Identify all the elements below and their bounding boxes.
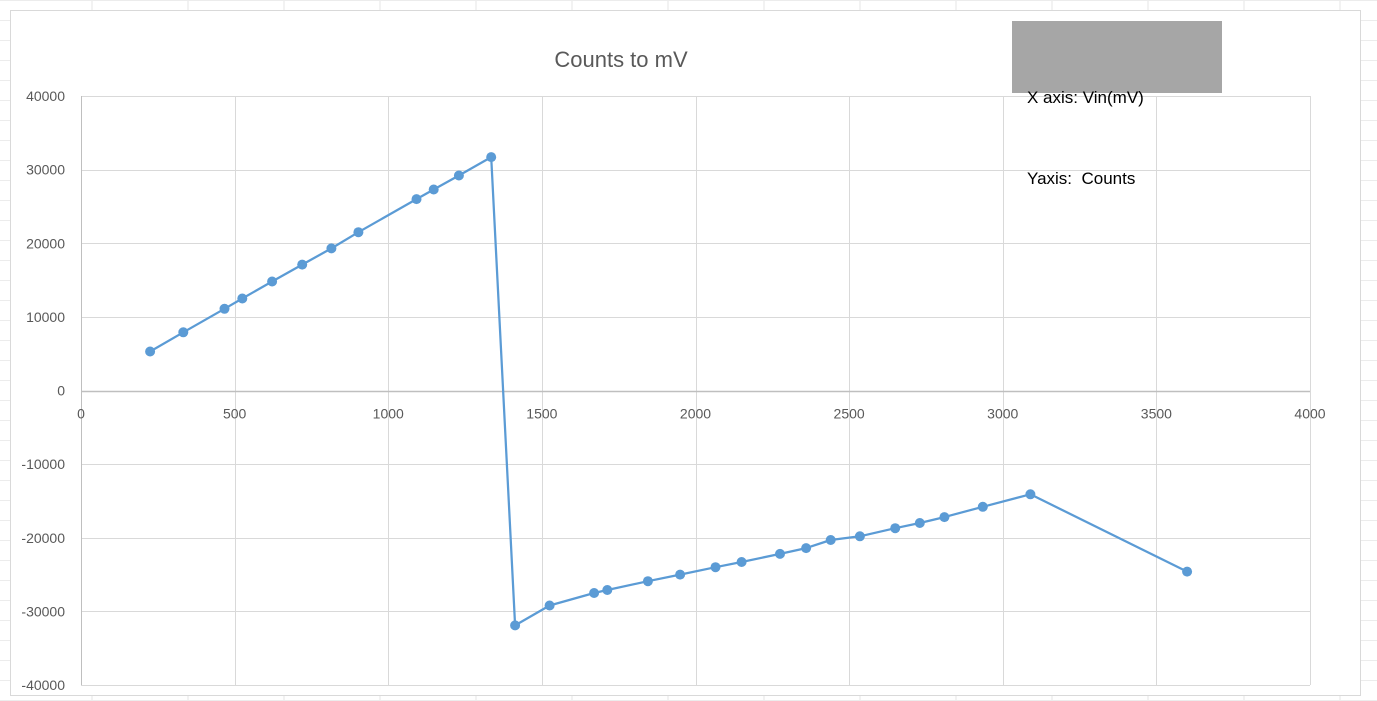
- data-point[interactable]: [486, 152, 497, 163]
- x-tick-label: 3000: [987, 406, 1018, 422]
- tick-labels: 0 500 1000 1500 2000 2500 3000 3500 4000 40000 300…: [21, 88, 1325, 693]
- data-point[interactable]: [411, 194, 422, 205]
- data-point[interactable]: [326, 243, 337, 254]
- data-point[interactable]: [977, 501, 988, 512]
- data-point[interactable]: [267, 276, 278, 287]
- x-tick-label: 1000: [373, 406, 404, 422]
- data-point[interactable]: [544, 600, 555, 611]
- data-point[interactable]: [675, 569, 686, 580]
- data-point[interactable]: [237, 293, 248, 304]
- plot-svg: 0 500 1000 1500 2000 2500 3000 3500 4000 40000 300…: [21, 47, 1325, 693]
- annotation-line-x: X axis: Vin(mV): [1027, 88, 1144, 107]
- data-point[interactable]: [1025, 489, 1036, 500]
- x-tick-label: 500: [223, 406, 247, 422]
- y-tick-label: -10000: [21, 456, 65, 472]
- data-point[interactable]: [642, 576, 653, 587]
- data-point[interactable]: [428, 184, 439, 195]
- data-point[interactable]: [775, 548, 785, 559]
- chart-area[interactable]: 0 500 1000 1500 2000 2500 3000 3500 4000 40000 300…: [10, 10, 1361, 696]
- y-tick-label: 10000: [26, 309, 65, 325]
- data-point[interactable]: [589, 588, 600, 598]
- data-point[interactable]: [710, 562, 721, 573]
- axes: [81, 96, 1310, 685]
- x-tick-label: 4000: [1294, 406, 1325, 422]
- y-tick-label: -30000: [21, 603, 65, 619]
- data-point[interactable]: [939, 512, 950, 523]
- data-point[interactable]: [145, 346, 156, 357]
- x-tick-label: 0: [77, 406, 85, 422]
- data-point[interactable]: [297, 259, 308, 270]
- x-tick-label: 2000: [680, 406, 711, 422]
- data-point[interactable]: [453, 170, 464, 181]
- data-point[interactable]: [801, 543, 812, 554]
- y-tick-label: 40000: [26, 88, 65, 104]
- data-point[interactable]: [1182, 566, 1193, 577]
- y-tick-label: 30000: [26, 162, 65, 178]
- y-tick-label: -40000: [21, 677, 65, 693]
- data-point[interactable]: [914, 518, 925, 528]
- data-point[interactable]: [510, 620, 521, 631]
- y-tick-label: 0: [57, 383, 65, 399]
- annotation-line-y: Yaxis: Counts: [1027, 169, 1136, 188]
- x-tick-label: 1500: [526, 406, 557, 422]
- data-point[interactable]: [178, 327, 189, 338]
- series-counts: [145, 152, 1193, 631]
- x-tick-label: 3500: [1141, 406, 1172, 422]
- data-point[interactable]: [602, 585, 613, 595]
- y-tick-label: 20000: [26, 235, 65, 251]
- y-tick-label: -20000: [21, 530, 65, 546]
- x-tick-label: 2500: [834, 406, 865, 422]
- data-point[interactable]: [353, 227, 364, 238]
- data-point[interactable]: [825, 535, 836, 545]
- data-point[interactable]: [219, 303, 230, 314]
- data-point[interactable]: [854, 531, 865, 542]
- data-point[interactable]: [890, 523, 901, 534]
- data-point[interactable]: [736, 557, 747, 567]
- chart-title: Counts to mV: [554, 47, 688, 72]
- axis-annotation-box: X axis: Vin(mV) Yaxis: Counts: [1012, 21, 1222, 188]
